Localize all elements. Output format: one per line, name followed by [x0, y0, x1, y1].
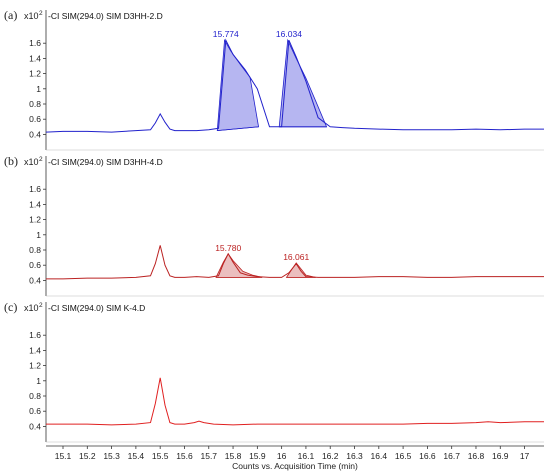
x-tick-label: 17: [520, 451, 530, 461]
peak-area: [216, 38, 260, 132]
x-tick-label: 15.6: [176, 451, 193, 461]
panel-c: (c) x10 2 -CI SIM(294.0) SIM K-4.D 0.4 0.6 0.8…: [4, 300, 544, 443]
x-tick-label: 15.7: [200, 451, 217, 461]
x-tick-label: 16.4: [371, 451, 388, 461]
x-tick-label: 15.3: [103, 451, 120, 461]
panel-letter: (b): [4, 154, 18, 168]
peak-label: 16.061: [283, 252, 309, 262]
peak-baseline: [217, 126, 259, 131]
y-tick-label: 1.2: [29, 215, 41, 225]
peak-area: [278, 38, 328, 128]
x-tick-label: 15.1: [55, 451, 72, 461]
y-tick-label: 0.8: [29, 99, 41, 109]
y-tick-label: 1: [36, 376, 41, 386]
y-tick-label: 0.4: [29, 421, 41, 431]
y-scale-label: x10: [24, 303, 39, 313]
peak-label: 15.774: [213, 29, 239, 39]
x-tick-label: 16.9: [492, 451, 509, 461]
y-scale-exponent: 2: [39, 10, 43, 17]
panel-letter: (c): [4, 300, 17, 314]
y-tick-label: 1.6: [29, 330, 41, 340]
x-tick-label: 16.6: [419, 451, 436, 461]
peak-label: 15.780: [215, 243, 241, 253]
y-scale-exponent: 2: [39, 156, 43, 163]
x-axis-title: Counts vs. Acquisition Time (min): [232, 461, 358, 471]
trace-title: -CI SIM(294.0) SIM D3HH-4.D: [48, 157, 163, 167]
trace-line: [45, 38, 544, 133]
y-tick-label: 1.4: [29, 53, 41, 63]
x-axis: 15.1 15.2 15.3 15.4 15.5 15.6 15.7 15.8 15.9 16 16…: [46, 445, 544, 471]
trace-title: -CI SIM(294.0) SIM K-4.D: [48, 303, 145, 313]
y-tick-label: 0.8: [29, 245, 41, 255]
y-tick-label: 0.8: [29, 391, 41, 401]
y-scale-exponent: 2: [39, 302, 43, 309]
y-tick-label: 0.6: [29, 406, 41, 416]
panel-letter: (a): [4, 8, 17, 22]
y-scale-label: x10: [24, 11, 39, 21]
y-tick-label: 1.6: [29, 38, 41, 48]
trace-line: [46, 245, 544, 280]
y-tick-label: 1.6: [29, 184, 41, 194]
x-tick-label: 16.2: [322, 451, 339, 461]
peak-label: 16.034: [276, 29, 302, 39]
trace-line: [46, 377, 544, 426]
x-tick-label: 15.2: [79, 451, 96, 461]
y-scale-label: x10: [24, 157, 39, 167]
x-tick-label: 15.4: [128, 451, 145, 461]
y-tick-label: 0.6: [29, 114, 41, 124]
x-tick-label: 16.8: [468, 451, 485, 461]
x-tick-label: 15.9: [249, 451, 266, 461]
y-tick-label: 0.4: [29, 129, 41, 139]
y-tick-label: 1.4: [29, 199, 41, 209]
panel-b: (b) x10 2 -CI SIM(294.0) SIM D3HH-4.D 0.4 0.6…: [4, 154, 544, 297]
y-tick-label: 0.4: [29, 275, 41, 285]
y-tick-label: 1.2: [29, 69, 41, 79]
x-tick-label: 16.7: [443, 451, 460, 461]
y-tick-label: 1.2: [29, 361, 41, 371]
x-tick-label: 16.1: [298, 451, 315, 461]
y-tick-label: 0.6: [29, 260, 41, 270]
trace-title: -CI SIM(294.0) SIM D3HH-2.D: [48, 11, 163, 21]
y-tick-label: 1: [36, 84, 41, 94]
y-tick-label: 1.4: [29, 345, 41, 355]
panel-a: (a) x10 2 -CI SIM(294.0) SIM D3HH-2.D 0.4 0.6…: [4, 8, 544, 151]
x-tick-label: 16.3: [346, 451, 363, 461]
x-tick-label: 15.5: [152, 451, 169, 461]
x-tick-label: 15.8: [225, 451, 242, 461]
x-tick-label: 16.5: [395, 451, 412, 461]
x-tick-label: 16: [277, 451, 287, 461]
y-tick-label: 1: [36, 230, 41, 240]
